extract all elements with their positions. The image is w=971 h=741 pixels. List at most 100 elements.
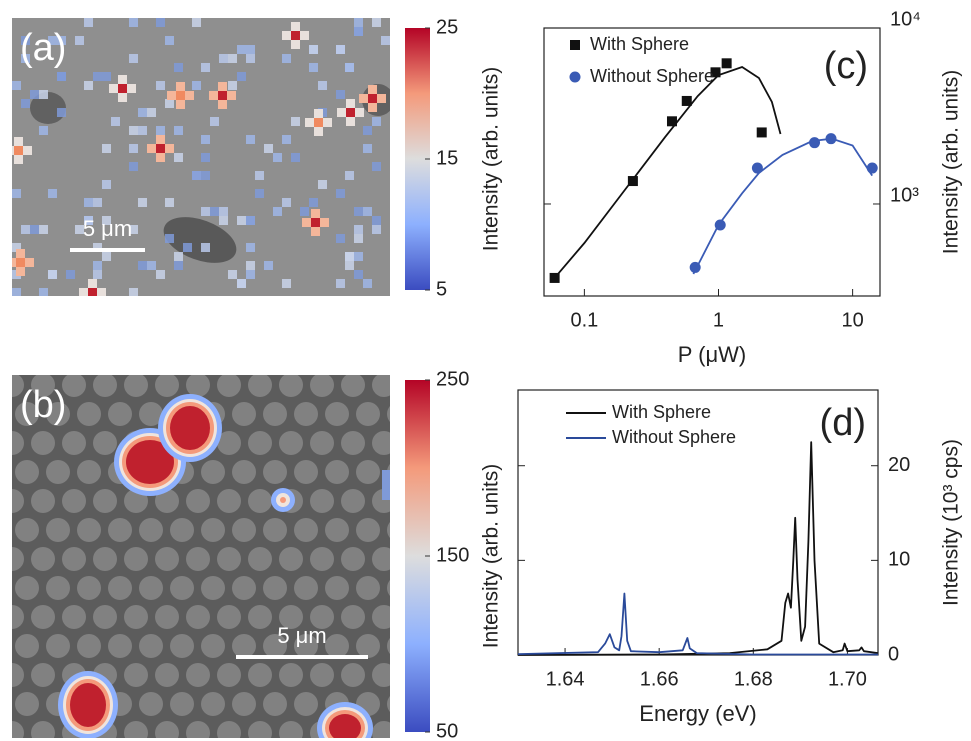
panel-label: (c)	[824, 45, 868, 87]
x-tick-label: 10	[841, 309, 863, 331]
lattice-spot	[186, 605, 210, 629]
pixel	[16, 267, 25, 276]
pixel	[30, 90, 39, 99]
pixel	[228, 81, 237, 90]
lattice-spot	[155, 489, 179, 513]
pixel	[246, 261, 255, 270]
pixel	[165, 198, 174, 207]
pixel	[237, 216, 246, 225]
y-tick-label: 10⁴	[890, 8, 921, 30]
pixel	[237, 45, 246, 54]
pixel	[21, 54, 30, 63]
pixel	[363, 126, 372, 135]
lattice-spot	[46, 576, 70, 600]
lattice-spot	[12, 489, 24, 513]
pixel	[377, 94, 386, 103]
pixel	[354, 225, 363, 234]
lattice-spot	[93, 605, 117, 629]
pixel	[346, 117, 355, 126]
lattice-spot	[356, 634, 380, 658]
pixel	[14, 146, 23, 155]
pixel	[314, 127, 323, 136]
lattice-spot	[201, 460, 225, 484]
pixel	[109, 84, 118, 93]
pixel	[314, 118, 323, 127]
lattice-spot	[155, 605, 179, 629]
lattice-spot	[31, 663, 55, 687]
lattice-spot	[387, 638, 390, 654]
pixel	[21, 225, 30, 234]
pixel	[174, 261, 183, 270]
lattice-spot	[279, 375, 303, 397]
pixel	[345, 171, 354, 180]
lattice-spot	[387, 580, 390, 596]
lattice-spot	[232, 518, 256, 542]
pixel	[118, 84, 127, 93]
pixel	[165, 99, 174, 108]
pixel	[93, 198, 102, 207]
lattice-spot	[77, 460, 101, 484]
lattice-spot	[31, 547, 55, 571]
pixel	[264, 144, 273, 153]
pixel	[39, 90, 48, 99]
lattice-spot	[77, 402, 101, 426]
lattice-spot	[93, 489, 117, 513]
pixel	[138, 261, 147, 270]
lattice-spot	[139, 634, 163, 658]
lattice-spot	[108, 576, 132, 600]
pixel	[14, 155, 23, 164]
pixel	[372, 18, 381, 27]
lattice-spot	[93, 547, 117, 571]
pixel	[320, 218, 329, 227]
pixel	[201, 207, 210, 216]
pixel	[75, 36, 84, 45]
lattice-spot	[31, 375, 55, 397]
pixel	[84, 216, 93, 225]
pixel	[129, 225, 138, 234]
hotspot	[126, 440, 174, 484]
lattice-spot	[263, 692, 287, 716]
pixel	[311, 218, 320, 227]
lattice-spot	[124, 721, 148, 738]
lattice-spot	[341, 375, 365, 397]
lattice-spot	[294, 518, 318, 542]
lattice-spot	[201, 634, 225, 658]
pixel	[156, 126, 165, 135]
lattice-spot	[248, 605, 272, 629]
lattice-spot	[341, 547, 365, 571]
pixel	[237, 279, 246, 288]
lattice-spot	[139, 518, 163, 542]
lattice-spot	[325, 634, 349, 658]
lattice-spot	[232, 460, 256, 484]
y-tick-label: 20	[888, 454, 910, 476]
lattice-spot	[31, 605, 55, 629]
colorbar-tick-label: 15	[436, 147, 458, 169]
pixel	[382, 470, 390, 500]
pixel	[246, 135, 255, 144]
pixel	[372, 117, 381, 126]
pixel	[127, 84, 136, 93]
pixel	[192, 18, 201, 27]
pixel	[156, 81, 165, 90]
pixel	[219, 207, 228, 216]
lattice-spot	[387, 522, 390, 538]
lattice-spot	[62, 547, 86, 571]
lattice-spot	[12, 431, 24, 455]
lattice-spot	[15, 576, 39, 600]
pixel	[21, 99, 30, 108]
pixel	[97, 288, 106, 296]
lattice-spot	[248, 547, 272, 571]
lattice-spot	[62, 375, 86, 397]
pixel	[363, 144, 372, 153]
lattice-spot	[155, 663, 179, 687]
pixel	[218, 100, 227, 109]
pixel	[309, 63, 318, 72]
pixel	[111, 117, 120, 126]
lattice-spot	[31, 489, 55, 513]
lattice-spot	[325, 576, 349, 600]
pixel	[12, 189, 21, 198]
legend-label: Without Sphere	[590, 66, 714, 86]
lattice-spot	[93, 431, 117, 455]
lattice-spot	[108, 634, 132, 658]
marker	[866, 162, 878, 174]
